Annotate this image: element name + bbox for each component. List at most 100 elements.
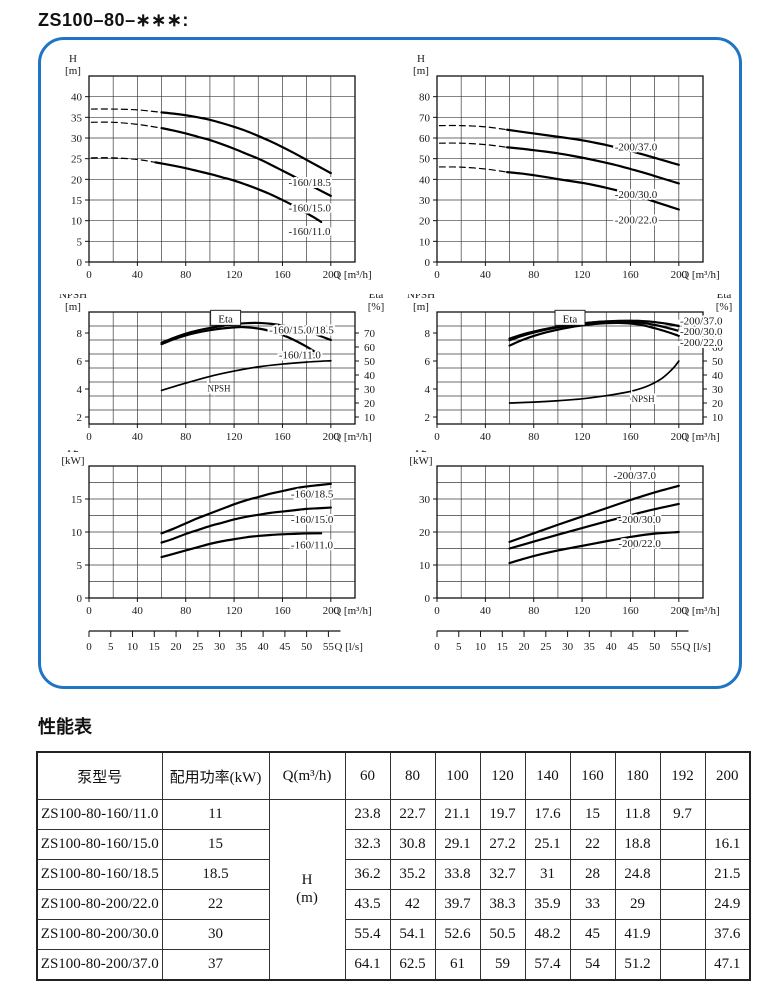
- svg-text:40: 40: [606, 641, 618, 653]
- svg-text:5: 5: [108, 641, 114, 653]
- svg-text:-160/11.0: -160/11.0: [279, 350, 322, 362]
- svg-text:40: 40: [364, 370, 376, 382]
- power-cell: 30: [161, 919, 270, 950]
- table-header-row: 泵型号 配用功率(kW) Q(m³/h) 60 80 100 120 140 160 180 192…: [36, 751, 751, 800]
- pump-model-cell: ZS100-80-200/22.0: [36, 889, 163, 920]
- curve-labels: -200/37.0-200/30.0-200/22.0 NPSH Eta: [554, 309, 725, 406]
- svg-text:70: 70: [419, 112, 431, 124]
- table-header-cell: 泵型号: [36, 751, 163, 800]
- h-value-cell: [659, 919, 706, 950]
- left-axis-title: [m]: [413, 65, 429, 77]
- table-row: ZS100-80-160/18.5 18.5 36.2 35.2 33.8 32.7 31 2…: [36, 859, 751, 890]
- svg-text:35: 35: [71, 112, 83, 124]
- h-value-cell: 47.1: [704, 949, 751, 980]
- right-axis-title: [%]: [716, 301, 733, 313]
- h-value-cell: 22.7: [389, 799, 436, 830]
- svg-text:-200/37.0: -200/37.0: [615, 141, 658, 153]
- h-unit-span-cell: H (m): [268, 799, 346, 980]
- table-header-cell: 配用功率(kW): [161, 751, 270, 800]
- svg-text:40: 40: [712, 370, 724, 382]
- h-value-cell: [704, 799, 751, 830]
- svg-text:0: 0: [86, 269, 92, 281]
- h-value-cell: 21.5: [704, 859, 751, 890]
- h-value-cell: [659, 889, 706, 920]
- svg-text:0: 0: [425, 257, 431, 269]
- h-value-cell: 33.8: [434, 859, 481, 890]
- svg-text:40: 40: [132, 431, 144, 443]
- svg-text:40: 40: [132, 269, 144, 281]
- svg-text:0: 0: [434, 431, 440, 443]
- svg-text:200: 200: [671, 605, 688, 617]
- right-axis-title: [%]: [368, 301, 385, 313]
- svg-text:60: 60: [712, 342, 724, 354]
- svg-text:40: 40: [132, 605, 144, 617]
- svg-text:10: 10: [127, 641, 139, 653]
- svg-text:-160/18.5: -160/18.5: [291, 489, 334, 501]
- left-axis-title: NPSH: [407, 294, 435, 301]
- svg-text:0: 0: [86, 641, 92, 653]
- h-value-cell: 57.4: [524, 949, 571, 980]
- svg-text:15: 15: [71, 494, 83, 506]
- svg-text:-160/15.0: -160/15.0: [289, 202, 332, 214]
- grid-lines: [89, 76, 355, 262]
- svg-text:50: 50: [364, 356, 376, 368]
- table-row: ZS100-80-160/11.0 11 H (m) 23.8 22.7 21.1 19.7 1…: [36, 799, 751, 980]
- table-body: ZS100-80-160/11.0 11 H (m) 23.8 22.7 21.1 19.7 1…: [36, 799, 751, 980]
- svg-text:-200/30.0: -200/30.0: [615, 189, 658, 201]
- svg-text:4: 4: [77, 384, 83, 396]
- svg-text:15: 15: [497, 641, 509, 653]
- svg-text:120: 120: [574, 605, 591, 617]
- svg-text:50: 50: [712, 356, 724, 368]
- h-value-cell: 32.3: [344, 829, 391, 860]
- svg-text:-200/37.0: -200/37.0: [614, 470, 657, 482]
- plot-frame: [88, 75, 356, 263]
- svg-text:25: 25: [192, 641, 204, 653]
- svg-text:160: 160: [622, 605, 639, 617]
- svg-text:8: 8: [425, 328, 431, 340]
- svg-text:10: 10: [475, 641, 487, 653]
- svg-text:160: 160: [622, 269, 639, 281]
- svg-text:160: 160: [622, 431, 639, 443]
- svg-text:200: 200: [323, 269, 340, 281]
- pump-model-cell: ZS100-80-200/37.0: [36, 949, 163, 980]
- svg-text:-200/22.0: -200/22.0: [618, 538, 661, 550]
- svg-text:6: 6: [425, 356, 431, 368]
- svg-text:80: 80: [528, 269, 540, 281]
- svg-text:20: 20: [364, 398, 376, 410]
- left-axis-title: H: [417, 53, 425, 65]
- series-curves: [508, 484, 680, 565]
- svg-text:80: 80: [180, 605, 192, 617]
- svg-text:30: 30: [712, 384, 724, 396]
- svg-text:120: 120: [226, 431, 243, 443]
- svg-text:60: 60: [419, 133, 431, 145]
- table-row: ZS100-80-200/37.0 37 64.1 62.5 61 59 57.4 54 51.…: [36, 949, 751, 980]
- h-value-cell: 62.5: [389, 949, 436, 980]
- h-value-cell: [659, 829, 706, 860]
- svg-text:50: 50: [649, 641, 661, 653]
- h-value-cell: [659, 949, 706, 980]
- svg-text:0: 0: [425, 593, 431, 605]
- svg-text:-160/11.0: -160/11.0: [289, 226, 332, 238]
- h-value-cell: 43.5: [344, 889, 391, 920]
- svg-text:20: 20: [171, 641, 183, 653]
- svg-text:Eta: Eta: [563, 313, 578, 325]
- svg-text:200: 200: [323, 431, 340, 443]
- svg-text:160: 160: [274, 431, 291, 443]
- page-title: ZS100–80–∗∗∗:: [38, 10, 189, 30]
- ls-axis-label: Q [l/s]: [682, 641, 710, 653]
- svg-text:6: 6: [77, 356, 83, 368]
- svg-text:30: 30: [214, 641, 226, 653]
- svg-text:-160/15.0: -160/15.0: [291, 514, 334, 526]
- svg-text:20: 20: [519, 641, 531, 653]
- svg-text:20: 20: [712, 398, 724, 410]
- h-value-cell: 16.1: [704, 829, 751, 860]
- chart-head-160: 0 40 80 120 160 200 Q [m³/h] 0 5 10 15 20 25 30 35 40 H[…: [43, 50, 391, 294]
- h-value-cell: 29: [614, 889, 661, 920]
- pump-model-cell: ZS100-80-160/15.0: [36, 829, 163, 860]
- svg-text:50: 50: [301, 641, 313, 653]
- chart-npsh-eta-200: 0 40 80 120 160 200 Q [m³/h] 8 6 4 2 70 60 50 40 30 20 10…: [391, 289, 739, 450]
- left-axis-title: H: [69, 53, 77, 65]
- svg-text:200: 200: [323, 605, 340, 617]
